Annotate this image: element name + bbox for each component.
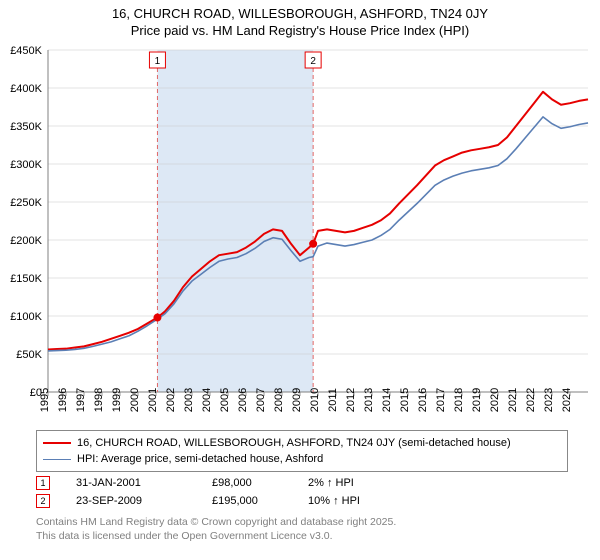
svg-text:2004: 2004 [201, 388, 213, 412]
sale-delta-1: 2% ↑ HPI [308, 477, 398, 489]
sale-price-1: £98,000 [212, 477, 282, 489]
svg-text:2013: 2013 [363, 388, 375, 412]
chart-svg: £0£50K£100K£150K£200K£250K£300K£350K£400… [0, 44, 600, 424]
svg-text:1998: 1998 [93, 388, 105, 412]
svg-text:£200K: £200K [10, 235, 42, 247]
title-line-2: Price paid vs. HM Land Registry's House … [0, 23, 600, 40]
attribution-line-1: Contains HM Land Registry data © Crown c… [36, 516, 396, 530]
legend-row-hpi: HPI: Average price, semi-detached house,… [43, 451, 561, 467]
svg-text:2003: 2003 [183, 388, 195, 412]
chart: £0£50K£100K£150K£200K£250K£300K£350K£400… [0, 44, 600, 424]
svg-text:2017: 2017 [435, 388, 447, 412]
sale-marker-1: 1 [36, 476, 50, 490]
svg-text:2005: 2005 [219, 388, 231, 412]
svg-text:2023: 2023 [543, 388, 555, 412]
attribution: Contains HM Land Registry data © Crown c… [36, 516, 396, 543]
svg-text:1996: 1996 [57, 388, 69, 412]
svg-text:£100K: £100K [10, 311, 42, 323]
title-block: 16, CHURCH ROAD, WILLESBOROUGH, ASHFORD,… [0, 0, 600, 40]
svg-text:2007: 2007 [255, 388, 267, 412]
svg-text:2008: 2008 [273, 388, 285, 412]
svg-text:2012: 2012 [345, 388, 357, 412]
legend-row-subject: 16, CHURCH ROAD, WILLESBOROUGH, ASHFORD,… [43, 435, 561, 451]
legend: 16, CHURCH ROAD, WILLESBOROUGH, ASHFORD,… [36, 430, 568, 472]
sales-row-2: 2 23-SEP-2009 £195,000 10% ↑ HPI [36, 492, 568, 510]
sale-price-2: £195,000 [212, 495, 282, 507]
svg-text:2009: 2009 [291, 388, 303, 412]
sales-table: 1 31-JAN-2001 £98,000 2% ↑ HPI 2 23-SEP-… [36, 474, 568, 510]
svg-text:£300K: £300K [10, 159, 42, 171]
svg-text:2006: 2006 [237, 388, 249, 412]
svg-text:2011: 2011 [327, 388, 339, 412]
sale-date-1: 31-JAN-2001 [76, 477, 186, 489]
legend-swatch-subject [43, 442, 71, 444]
svg-text:1999: 1999 [111, 388, 123, 412]
svg-text:2024: 2024 [561, 388, 573, 412]
svg-text:2010: 2010 [309, 388, 321, 412]
svg-text:2022: 2022 [525, 388, 537, 412]
sale-date-2: 23-SEP-2009 [76, 495, 186, 507]
sale-delta-2: 10% ↑ HPI [308, 495, 398, 507]
svg-text:2019: 2019 [471, 388, 483, 412]
svg-text:£450K: £450K [10, 45, 42, 57]
svg-text:£150K: £150K [10, 273, 42, 285]
svg-text:2014: 2014 [381, 388, 393, 412]
svg-text:1: 1 [155, 56, 161, 67]
svg-text:2016: 2016 [417, 388, 429, 412]
svg-text:£250K: £250K [10, 197, 42, 209]
svg-text:2018: 2018 [453, 388, 465, 412]
svg-text:1997: 1997 [75, 388, 87, 412]
svg-text:2002: 2002 [165, 388, 177, 412]
legend-swatch-hpi [43, 459, 71, 460]
svg-text:£350K: £350K [10, 121, 42, 133]
legend-text-hpi: HPI: Average price, semi-detached house,… [77, 453, 323, 465]
legend-text-subject: 16, CHURCH ROAD, WILLESBOROUGH, ASHFORD,… [77, 437, 511, 449]
svg-text:2020: 2020 [489, 388, 501, 412]
svg-text:2015: 2015 [399, 388, 411, 412]
svg-text:1995: 1995 [39, 388, 51, 412]
sales-row-1: 1 31-JAN-2001 £98,000 2% ↑ HPI [36, 474, 568, 492]
svg-text:2021: 2021 [507, 388, 519, 412]
sale-marker-2: 2 [36, 494, 50, 508]
svg-text:2000: 2000 [129, 388, 141, 412]
svg-text:£50K: £50K [16, 349, 42, 361]
attribution-line-2: This data is licensed under the Open Gov… [36, 530, 396, 544]
svg-text:£400K: £400K [10, 83, 42, 95]
title-line-1: 16, CHURCH ROAD, WILLESBOROUGH, ASHFORD,… [0, 6, 600, 23]
svg-text:2: 2 [310, 56, 316, 67]
